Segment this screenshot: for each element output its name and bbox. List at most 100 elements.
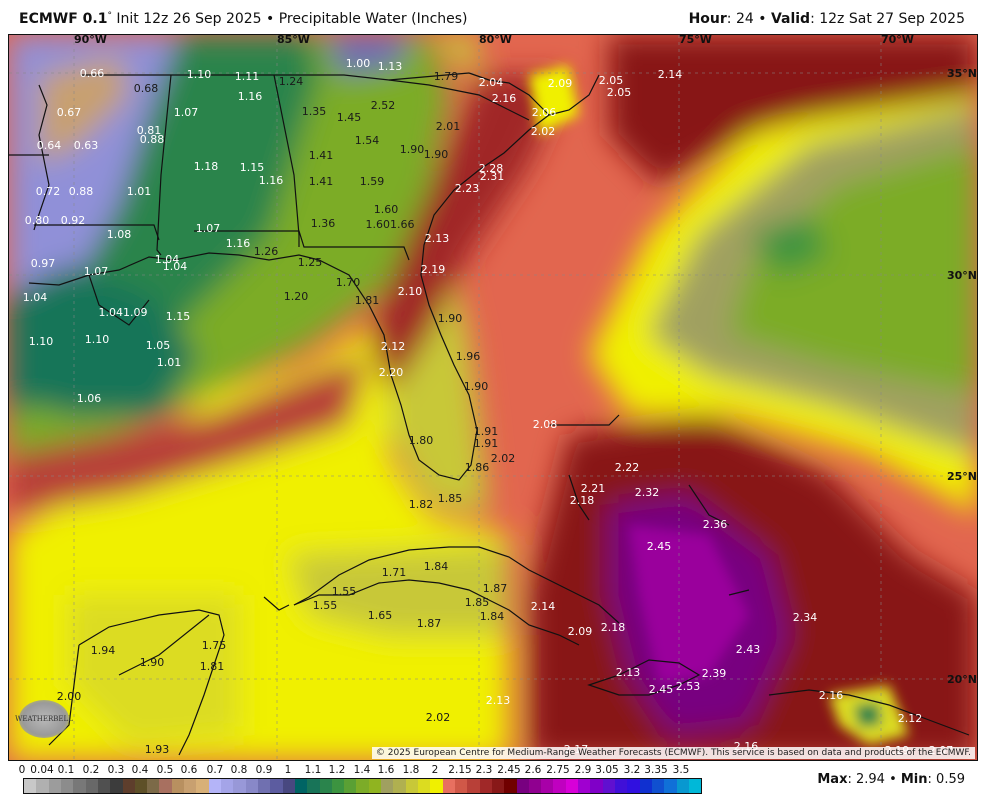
pwat-value-label: 2.20 — [378, 366, 404, 379]
pwat-value-label: 2.28 — [478, 162, 504, 175]
colorbar-swatch — [381, 779, 394, 793]
pwat-value-label: 2.12 — [897, 712, 923, 725]
pwat-value-label: 2.05 — [606, 86, 632, 99]
colorbar-tick-label: 1 — [284, 764, 292, 776]
lon-label-75w: 75°W — [679, 34, 712, 46]
colorbar-swatch — [24, 779, 37, 793]
colorbar-swatch — [110, 779, 123, 793]
pwat-value-label: 2.12 — [380, 340, 406, 353]
colorbar-tick-label: 0.8 — [230, 764, 248, 776]
colorbar-tick-label: 0.3 — [107, 764, 125, 776]
colorbar-swatch — [688, 779, 702, 793]
pwat-value-label: 0.97 — [30, 257, 56, 270]
pwat-value-label: 2.36 — [702, 518, 728, 531]
colorbar-swatch — [331, 779, 345, 793]
pwat-value-label: 1.79 — [433, 70, 459, 83]
colorbar-swatch — [590, 779, 603, 793]
colorbar-swatch — [73, 779, 86, 793]
pwat-value-label: 1.85 — [464, 596, 490, 609]
pwat-value-label: 1.04 — [162, 260, 188, 273]
header-bar: ECMWF 0.1° Init 12z 26 Sep 2025 • Precip… — [0, 0, 984, 34]
colorbar-swatch — [184, 779, 197, 793]
pwat-value-label: 1.06 — [76, 392, 102, 405]
pwat-value-label: 1.41 — [308, 149, 334, 162]
colorbar-tick-label: 2.6 — [524, 764, 542, 776]
pwat-value-label: 1.90 — [437, 312, 463, 325]
pwat-value-label: 2.13 — [485, 694, 511, 707]
pwat-value-label: 1.07 — [173, 106, 199, 119]
pwat-value-label: 1.80 — [408, 434, 434, 447]
colorbar-tick-label: 2.3 — [475, 764, 493, 776]
pwat-value-label: 2.32 — [634, 486, 660, 499]
pwat-value-label: 2.14 — [530, 600, 556, 613]
colorbar-tick-label: 1.8 — [402, 764, 420, 776]
pwat-value-label: 2.22 — [614, 461, 640, 474]
colorbar-swatch — [60, 779, 74, 793]
lat-label-20n: 20°N — [947, 673, 978, 686]
pwat-value-label: 2.53 — [675, 680, 701, 693]
colorbar-tick-label: 3.5 — [672, 764, 690, 776]
colorbar-tick-label: 0.04 — [30, 764, 54, 776]
pwat-value-label: 1.26 — [253, 245, 279, 258]
pwat-value-label: 2.09 — [547, 77, 573, 90]
colorbar-swatch — [221, 779, 234, 793]
pwat-value-label: 1.00 — [345, 57, 371, 70]
pwat-value-label: 1.85 — [437, 492, 463, 505]
header-title: ECMWF 0.1° Init 12z 26 Sep 2025 • Precip… — [19, 11, 468, 27]
pwat-value-label: 0.64 — [36, 139, 62, 152]
pwat-value-label: 1.86 — [464, 461, 490, 474]
lon-label-85w: 85°W — [277, 34, 310, 46]
colorbar-tick-label: 0.7 — [206, 764, 224, 776]
pwat-value-label: 2.14 — [657, 68, 683, 81]
precipitable-water-map[interactable]: 90°W 85°W 80°W 75°W 70°W 35°N 30°N 25°N … — [8, 34, 978, 761]
colorbar-swatch — [356, 779, 369, 793]
pwat-value-label: 0.88 — [139, 133, 165, 146]
colorbar-swatch — [405, 779, 418, 793]
colorbar-tick-label: 2.15 — [448, 764, 472, 776]
pwat-value-label: 0.92 — [60, 214, 86, 227]
lon-label-80w: 80°W — [479, 34, 512, 46]
pwat-value-label: 1.20 — [283, 290, 309, 303]
pwat-value-label: 1.41 — [308, 175, 334, 188]
pwat-value-label: 2.16 — [818, 689, 844, 702]
colorbar-tick-label: 1.1 — [304, 764, 322, 776]
colorbar-tick-label: 3.05 — [595, 764, 619, 776]
colorbar-swatch — [442, 779, 455, 793]
pwat-value-label: 0.80 — [24, 214, 50, 227]
colorbar-tick-label: 2.9 — [574, 764, 592, 776]
min-value: : 0.59 — [927, 772, 965, 787]
pwat-value-label: 1.87 — [416, 617, 442, 630]
colorbar-swatch — [134, 779, 148, 793]
pwat-value-label: 1.59 — [359, 175, 385, 188]
colorbar-swatch — [418, 779, 431, 793]
colorbar-swatch — [257, 779, 271, 793]
pwat-value-label: 2.21 — [580, 482, 606, 495]
colorbar-swatch — [516, 779, 529, 793]
colorbar-swatch — [344, 779, 357, 793]
pwat-value-label: 1.90 — [139, 656, 165, 669]
colorbar-swatch — [430, 779, 443, 793]
pwat-value-label: 1.04 — [154, 253, 180, 266]
colorbar-swatch — [676, 779, 689, 793]
pwat-value-label: 1.10 — [28, 335, 54, 348]
max-value: : 2.94 • — [847, 772, 901, 787]
colorbar-tick-label: 1.4 — [353, 764, 371, 776]
colorbar-tick-label: 3.35 — [644, 764, 668, 776]
pwat-value-label: 2.34 — [792, 611, 818, 624]
colorbar-swatch — [159, 779, 172, 793]
min-label: Min — [900, 772, 928, 787]
colorbar-swatch — [491, 779, 505, 793]
pwat-value-label: 1.07 — [83, 265, 109, 278]
pwat-value-label: 2.52 — [370, 99, 396, 112]
colorbar-swatch — [651, 779, 665, 793]
pwat-value-label: 1.54 — [354, 134, 380, 147]
init-and-product: Init 12z 26 Sep 2025 • Precipitable Wate… — [111, 11, 468, 27]
pwat-value-label: 1.90 — [399, 143, 425, 156]
colorbar-swatch — [664, 779, 677, 793]
colorbar-tick-label: 0.9 — [255, 764, 273, 776]
pwat-value-label: 1.15 — [239, 161, 265, 174]
pwat-value-label: 1.55 — [312, 599, 338, 612]
colorbar-tick-label: 0.6 — [180, 764, 198, 776]
pwat-value-label: 2.04 — [478, 76, 504, 89]
pwat-value-label: 1.16 — [258, 174, 284, 187]
